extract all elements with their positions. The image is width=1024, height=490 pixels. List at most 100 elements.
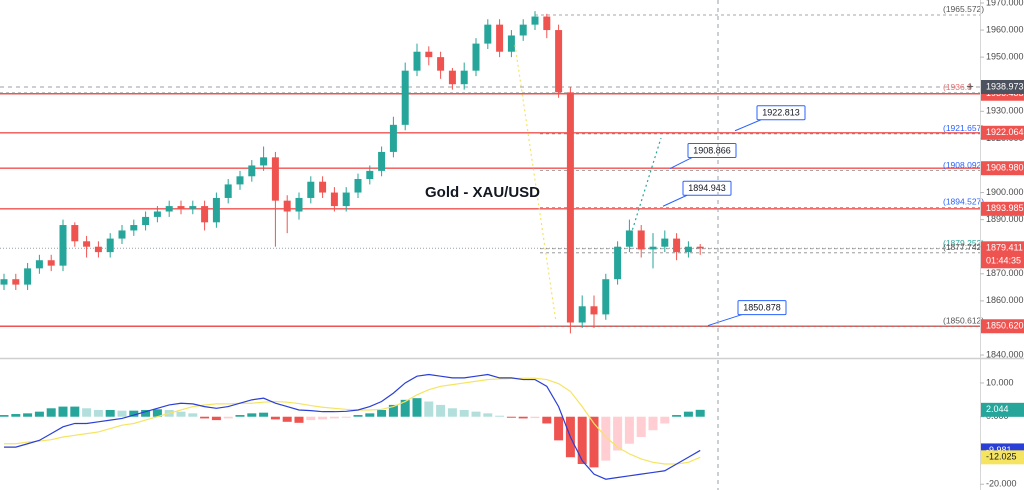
candle-body [507,35,515,52]
indicator-value-box [981,450,1024,465]
histogram-bar [0,415,9,417]
histogram-bar [318,416,328,420]
histogram-bar [58,406,68,417]
histogram-bar [282,416,292,422]
candle-body [484,24,492,44]
histogram-bar [436,404,446,417]
candle-body [71,225,79,242]
candle-body [496,24,504,52]
candle-body [401,70,409,125]
callout-pointer [734,119,762,132]
histogram-bar [483,413,493,417]
histogram-bar [648,416,658,431]
y-tick-label: 10.000 [986,377,1014,387]
histogram-bar [542,416,552,424]
histogram-bar [377,409,387,417]
candle-body [543,16,551,31]
histogram-bar [70,406,80,417]
candle-body [330,192,338,207]
current-price-label: 1879.411 [986,243,1023,253]
histogram-bar [93,409,103,417]
callout-label: 1894.943 [688,183,726,193]
callout-pointer [662,194,688,207]
histogram-bar [105,409,115,417]
y-tick-label: 1960.000 [986,24,1024,34]
callout-label: 1908.866 [693,145,731,155]
candle-body [519,24,527,36]
histogram-bar [613,416,623,451]
candle-body [0,279,8,285]
histogram-bar [329,416,339,419]
candle-body [684,246,692,253]
candle-body [578,306,586,323]
histogram-bar [200,416,210,419]
y-tick-label: 1840.000 [986,349,1024,359]
histogram-bar [129,410,139,417]
candle-body [307,181,315,198]
candle-body [437,57,445,71]
histogram-bar [636,416,646,437]
candle-body [590,306,598,315]
histogram-bar [117,410,127,417]
histogram-bar [506,416,516,418]
histogram-bar [306,416,316,421]
price-note-label: (1850.612) [943,316,984,326]
candle-body [94,246,102,253]
y-tick-label: -20.000 [986,479,1017,489]
histogram-bar [601,416,611,461]
y-tick-label: 1970.000 [986,0,1024,7]
candle-body [696,246,704,249]
candle-body [165,206,173,212]
candle-body [649,246,657,250]
candle-body [142,216,150,226]
y-tick-label: 1870.000 [986,268,1024,278]
callout-box [756,105,806,121]
candle-body [295,197,303,212]
trend-drawing [627,137,662,245]
y-tick-label: 1860.000 [986,295,1024,305]
histogram-bar [471,411,481,417]
level-price-box [981,201,1024,216]
overlay: 1970.0001960.0001950.0001930.0001920.000… [966,0,1024,489]
candle-body [460,70,468,85]
candle-body [673,238,681,253]
histogram-bar [459,409,469,417]
candle-body [59,225,67,266]
price-note-label: (1908.092) [943,160,984,170]
level-price-label: 1850.620 [986,321,1024,331]
histogram-bar [176,411,186,417]
callout-label: 1850.878 [743,302,781,312]
histogram-bar [23,413,33,417]
candle-body [389,124,397,152]
histogram-bar [353,415,363,417]
histogram-bar [660,416,670,424]
level-price-box [981,319,1024,334]
histogram-bar [624,416,634,444]
histogram-bar [695,409,705,417]
candle-body [248,165,256,177]
candle-body [83,241,91,247]
callout-pointer [707,314,743,327]
candle-body [319,181,327,193]
indicator-value-box [981,402,1024,417]
histogram-bar [11,414,21,417]
histogram-bar [424,401,434,417]
histogram-bar [294,416,304,423]
candle-body [118,230,126,239]
candle-body [425,51,433,58]
candle-body [130,225,138,231]
candle-body [283,200,291,212]
level-price-label: 1908.980 [986,163,1024,173]
histogram-bar [388,404,398,417]
price-note-label: (1894.527) [943,197,984,207]
macd-line [4,373,701,480]
histogram-bar [235,415,245,417]
y-tick-label: 1950.000 [986,52,1024,62]
candle-body [378,151,386,171]
price-note-label: (1936.8 [943,82,972,92]
indicator-value-label: -12.025 [986,452,1017,462]
crosshair-price-label: 1938.973 [986,81,1024,91]
